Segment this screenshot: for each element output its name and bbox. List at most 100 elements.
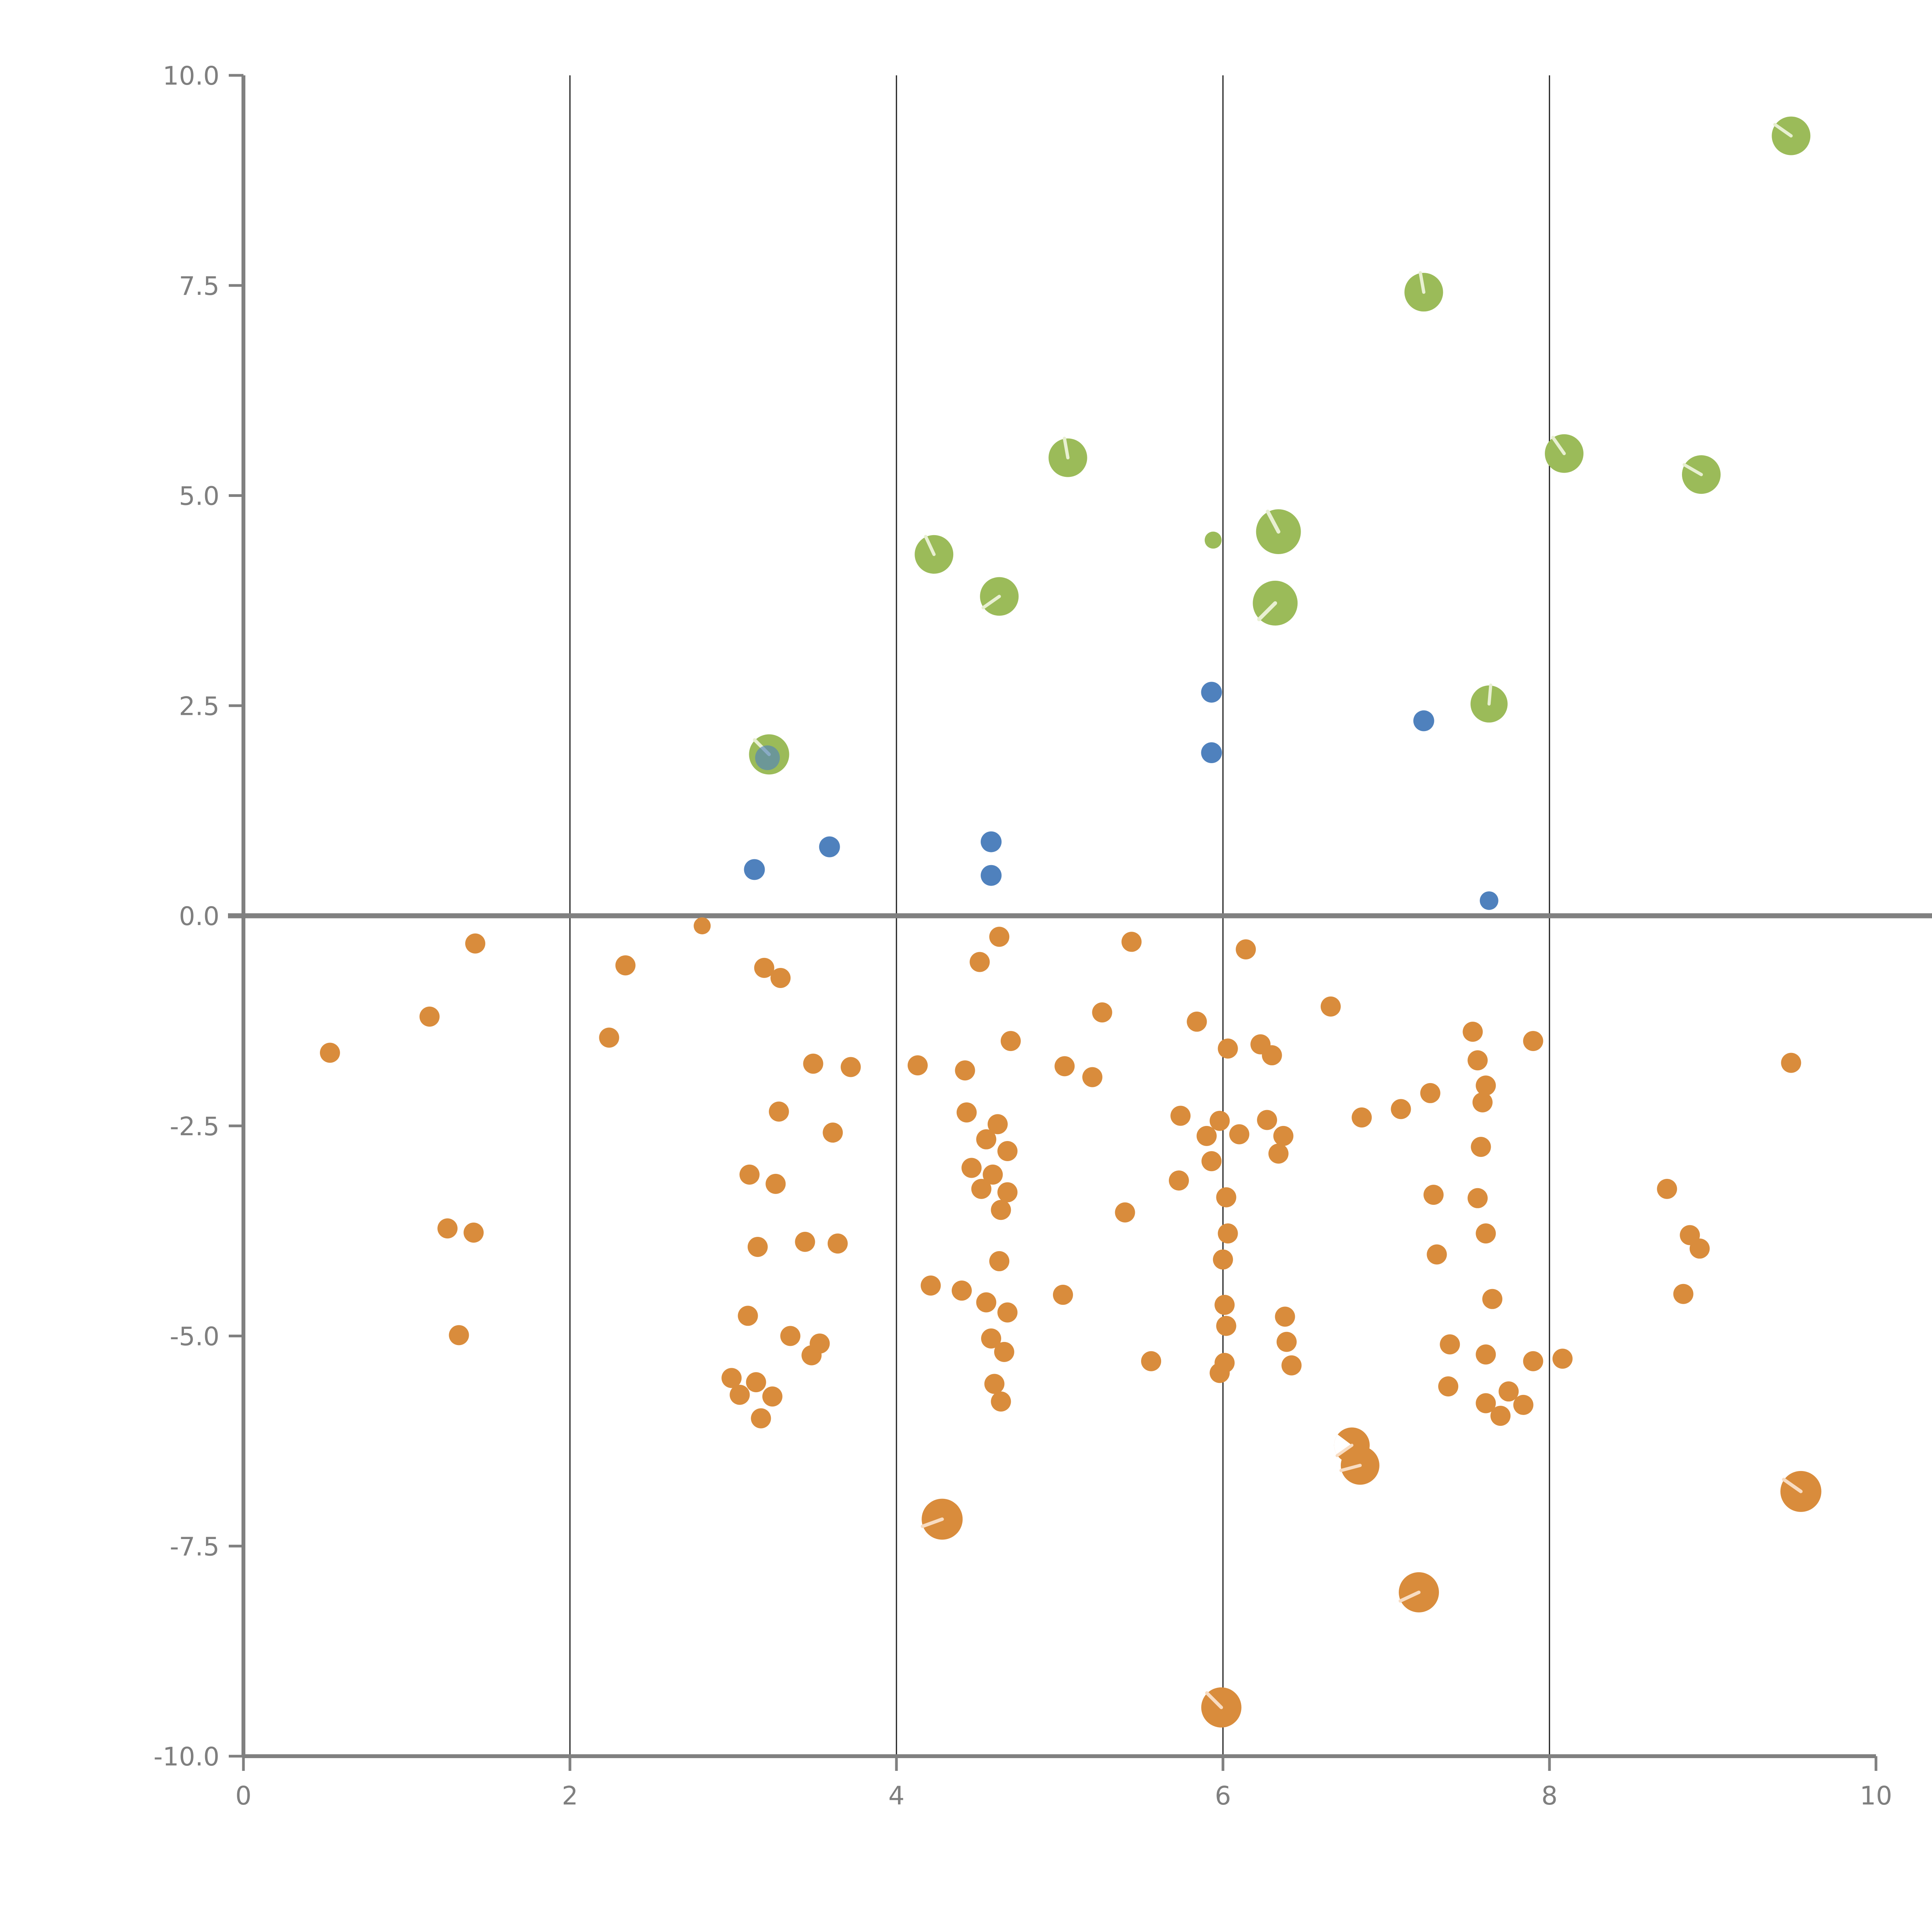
data-point-blue [981,831,1002,852]
data-point-green [1204,531,1222,549]
data-point-orange [795,1231,815,1252]
data-point-orange [437,1218,458,1239]
marker-circle [1054,1056,1075,1077]
marker-circle [987,1114,1008,1134]
data-point-orange [1281,1355,1302,1376]
marker-circle [1552,1349,1573,1369]
data-point-blue [755,745,780,770]
data-point-orange [1398,1572,1439,1612]
data-point-orange [765,1173,786,1194]
marker-circle [997,1141,1018,1161]
data-point-orange [1276,1332,1297,1352]
marker-circle [1082,1067,1102,1087]
marker-circle [1523,1351,1543,1371]
marker-circle [997,1302,1018,1323]
marker-circle [780,1326,801,1346]
data-point-blue [819,836,840,857]
data-point-blue [981,865,1002,886]
marker-circle [1276,1332,1297,1352]
marker-spoke [1773,123,1793,138]
marker-circle [769,1101,789,1122]
marker-circle [1209,1363,1230,1383]
data-point-orange [1000,1031,1021,1051]
marker-circle [1498,1381,1519,1402]
data-point-orange [997,1182,1018,1202]
data-point-orange [994,1342,1014,1362]
x-tick-label: 2 [562,1781,578,1811]
marker-spoke [1551,435,1566,455]
marker-circle [1201,742,1222,764]
marker-circle [952,1281,972,1301]
data-point-orange [1472,1092,1493,1112]
marker-circle [981,865,1002,886]
marker-circle [1480,891,1498,910]
data-point-orange [1673,1284,1694,1304]
data-point-orange [1092,1002,1112,1023]
data-point-orange [1438,1376,1459,1396]
data-point-orange [956,1102,977,1122]
data-point-green [915,535,954,574]
data-point-orange [969,952,990,972]
marker-circle [1053,1284,1073,1305]
marker-circle [1352,1107,1372,1128]
y-tick-label: 2.5 [179,691,219,721]
data-point-orange [1218,1038,1238,1059]
data-point-orange [1427,1244,1447,1265]
data-point-orange [751,1408,771,1429]
marker-circle [1657,1179,1677,1199]
marker-circle [1413,710,1434,731]
data-point-orange [1236,939,1256,959]
marker-spoke [1487,684,1493,706]
data-point-orange [1170,1105,1191,1126]
data-point-orange [952,1281,972,1301]
marker-circle [615,955,636,976]
marker-circle [1468,1050,1488,1071]
data-point-orange [1213,1249,1233,1270]
marker-circle [751,1408,771,1429]
data-point-orange [465,933,485,954]
data-point-orange [1440,1334,1460,1355]
marker-spoke [1063,437,1070,459]
data-point-orange [1468,1050,1488,1071]
marker-circle [770,968,791,988]
data-point-green [1048,437,1087,477]
marker-circle [1000,1031,1021,1051]
data-point-orange [1498,1381,1519,1402]
data-point-orange [419,1007,440,1027]
marker-circle [1420,1083,1440,1103]
marker-circle [969,952,990,972]
data-point-orange [997,1141,1018,1161]
marker-circle [991,1200,1011,1220]
data-point-orange [463,1222,484,1243]
data-point-orange [1053,1284,1073,1305]
data-point-blue [1480,891,1498,910]
data-point-green [1682,455,1721,494]
data-point-orange [1391,1099,1411,1119]
marker-circle [1092,1002,1112,1023]
data-point-orange [449,1325,469,1345]
marker-circle [730,1384,750,1405]
marker-circle [1204,531,1222,549]
data-point-orange [907,1055,928,1076]
marker-circle [1236,939,1256,959]
marker-circle [463,1222,484,1243]
marker-circle [762,1386,782,1407]
x-tick-label: 10 [1860,1781,1892,1811]
data-point-orange [721,1368,742,1388]
data-point-orange [961,1158,982,1178]
marker-circle [1170,1105,1191,1126]
marker-circle [739,1164,760,1185]
x-tick-label: 8 [1541,1781,1558,1811]
marker-circle [981,1328,1002,1349]
data-point-orange [780,1326,801,1346]
y-tick-label: -7.5 [170,1532,219,1561]
marker-spoke [1398,1590,1421,1603]
data-point-orange [1121,932,1142,952]
marker-circle [1201,682,1222,703]
marker-spoke [1782,1478,1803,1493]
y-tick-labels: 10.0 7.5 5.0 2.5 0.0 -2.5 -5.0 -7.5 -10.0 [153,61,219,1772]
marker-circle [1209,1111,1230,1131]
data-point-orange [1209,1363,1230,1383]
